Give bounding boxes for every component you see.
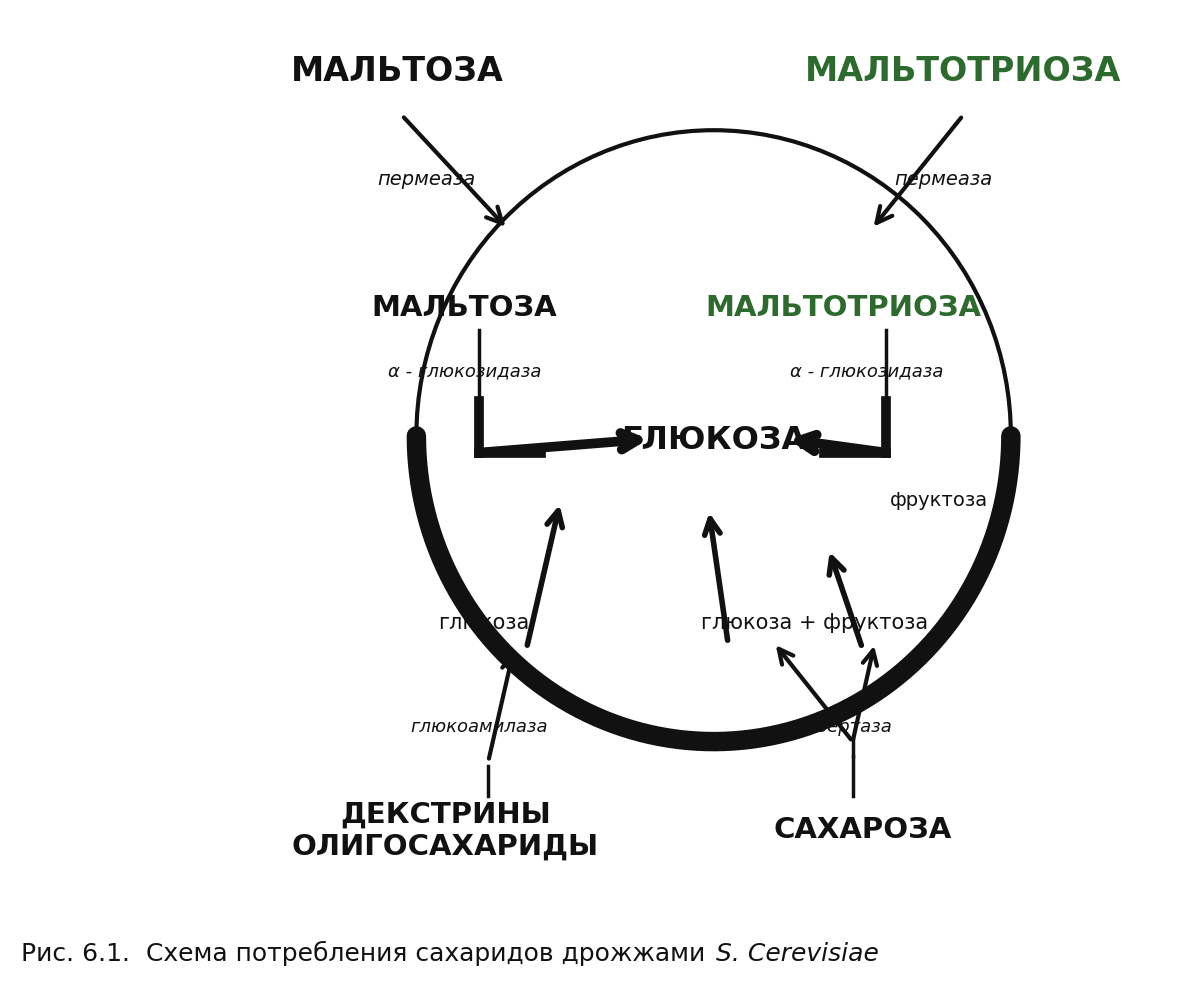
Text: пермеаза: пермеаза bbox=[895, 170, 992, 189]
Text: глюкоамилаза: глюкоамилаза bbox=[410, 718, 547, 736]
Text: пермеаза: пермеаза bbox=[377, 170, 475, 189]
Text: МАЛЬТОЗА: МАЛЬТОЗА bbox=[372, 294, 557, 322]
Text: фруктоза: фруктоза bbox=[890, 491, 988, 510]
Text: ДЕКСТРИНЫ
ОЛИГОСАХАРИДЫ: ДЕКСТРИНЫ ОЛИГОСАХАРИДЫ bbox=[292, 800, 599, 861]
Text: МАЛЬТОЗА: МАЛЬТОЗА bbox=[290, 55, 504, 88]
Text: α - глюкозидаза: α - глюкозидаза bbox=[791, 363, 943, 381]
Text: инвертаза: инвертаза bbox=[793, 718, 893, 736]
Text: САХАРОЗА: САХАРОЗА bbox=[773, 816, 952, 844]
Text: α - глюкозидаза: α - глюкозидаза bbox=[388, 363, 541, 381]
Text: Рис. 6.1.  Схема потребления сахаридов дрожжами: Рис. 6.1. Схема потребления сахаридов др… bbox=[22, 941, 714, 966]
Text: МАЛЬТОТРИОЗА: МАЛЬТОТРИОЗА bbox=[706, 294, 982, 322]
Text: S. Cerevisiae: S. Cerevisiae bbox=[715, 942, 878, 966]
Text: глюкоза: глюкоза bbox=[438, 613, 529, 633]
Text: глюкоза + фруктоза: глюкоза + фруктоза bbox=[701, 613, 928, 633]
Text: МАЛЬТОТРИОЗА: МАЛЬТОТРИОЗА bbox=[805, 55, 1121, 88]
Text: ГЛЮКОЗА: ГЛЮКОЗА bbox=[622, 425, 806, 456]
